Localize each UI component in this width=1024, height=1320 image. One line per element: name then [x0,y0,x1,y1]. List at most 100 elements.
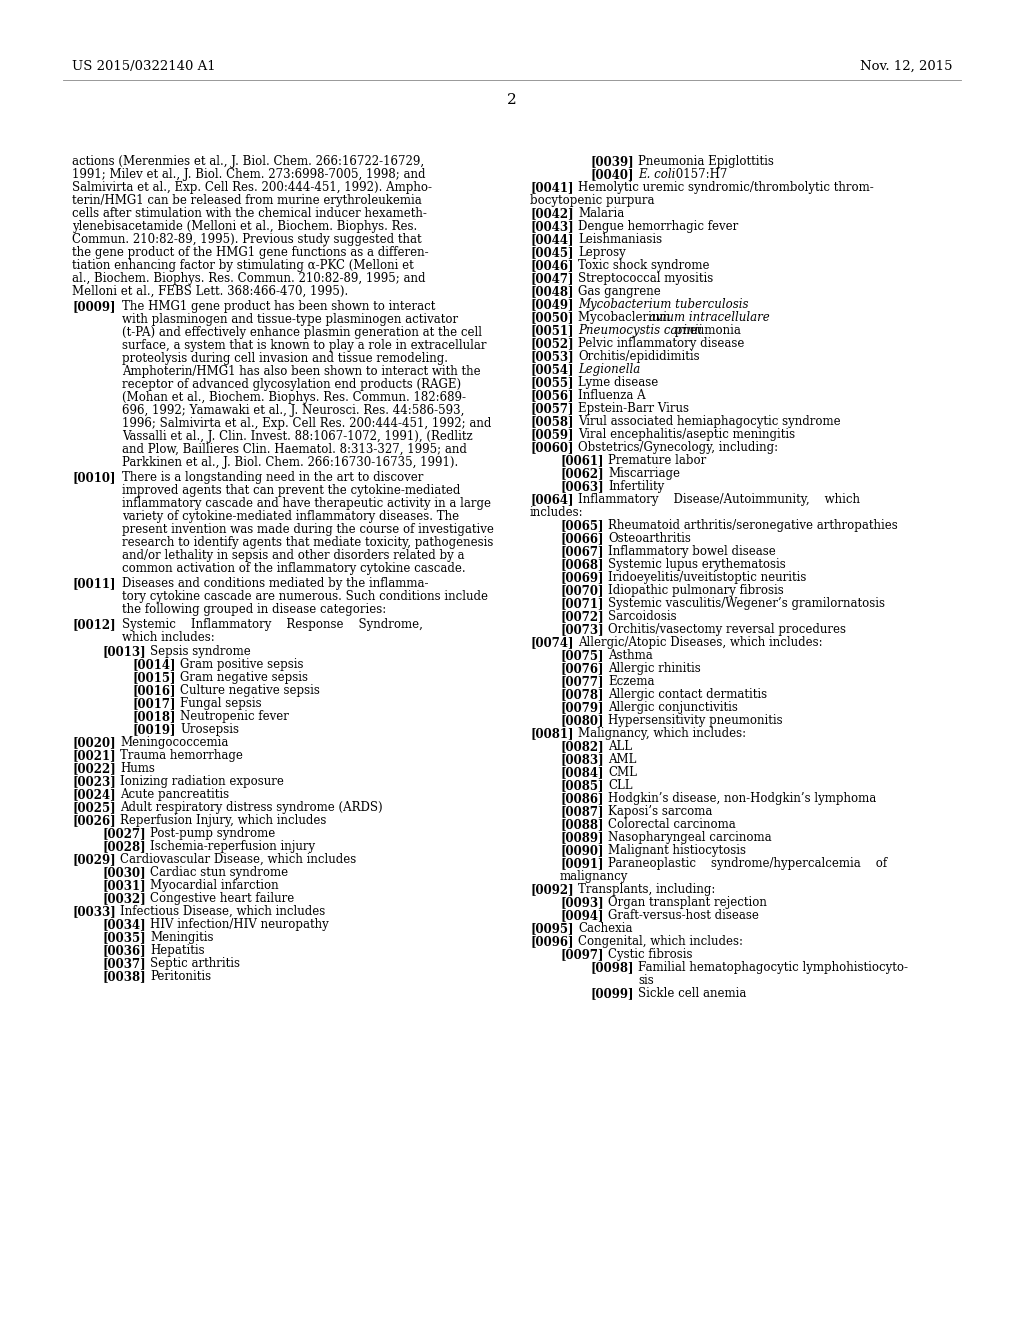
Text: cells after stimulation with the chemical inducer hexameth-: cells after stimulation with the chemica… [72,207,427,220]
Text: Familial hematophagocytic lymphohistiocyto-: Familial hematophagocytic lymphohistiocy… [638,961,908,974]
Text: [0033]: [0033] [72,906,116,917]
Text: Nov. 12, 2015: Nov. 12, 2015 [859,59,952,73]
Text: [0046]: [0046] [530,259,573,272]
Text: [0023]: [0023] [72,775,116,788]
Text: [0021]: [0021] [72,748,116,762]
Text: Virul associated hemiaphagocytic syndrome: Virul associated hemiaphagocytic syndrom… [578,414,841,428]
Text: [0031]: [0031] [102,879,145,892]
Text: Allergic contact dermatitis: Allergic contact dermatitis [608,688,767,701]
Text: [0057]: [0057] [530,403,573,414]
Text: Amphoterin/HMG1 has also been shown to interact with the: Amphoterin/HMG1 has also been shown to i… [122,366,480,378]
Text: Salmivirta et al., Exp. Cell Res. 200:444-451, 1992). Ampho-: Salmivirta et al., Exp. Cell Res. 200:44… [72,181,432,194]
Text: HIV infection/HIV neuropathy: HIV infection/HIV neuropathy [150,917,329,931]
Text: [0082]: [0082] [560,741,603,752]
Text: [0024]: [0024] [72,788,116,801]
Text: Obstetrics/Gynecology, including:: Obstetrics/Gynecology, including: [578,441,778,454]
Text: receptor of advanced glycosylation end products (RAGE): receptor of advanced glycosylation end p… [122,378,461,391]
Text: inflammatory cascade and have therapeutic activity in a large: inflammatory cascade and have therapeuti… [122,498,490,510]
Text: Nasopharyngeal carcinoma: Nasopharyngeal carcinoma [608,832,772,843]
Text: Eczema: Eczema [608,675,654,688]
Text: [0030]: [0030] [102,866,145,879]
Text: and Plow, Baillieres Clin. Haematol. 8:313-327, 1995; and: and Plow, Baillieres Clin. Haematol. 8:3… [122,444,467,455]
Text: Diseases and conditions mediated by the inflamma-: Diseases and conditions mediated by the … [122,577,428,590]
Text: Toxic shock syndrome: Toxic shock syndrome [578,259,710,272]
Text: [0034]: [0034] [102,917,145,931]
Text: [0084]: [0084] [560,766,603,779]
Text: [0038]: [0038] [102,970,145,983]
Text: Asthma: Asthma [608,649,652,663]
Text: [0086]: [0086] [560,792,603,805]
Text: research to identify agents that mediate toxicity, pathogenesis: research to identify agents that mediate… [122,536,494,549]
Text: includes:: includes: [530,506,584,519]
Text: AML: AML [608,752,636,766]
Text: [0052]: [0052] [530,337,573,350]
Text: [0018]: [0018] [132,710,175,723]
Text: Ischemia-reperfusion injury: Ischemia-reperfusion injury [150,840,315,853]
Text: [0029]: [0029] [72,853,116,866]
Text: terin/HMG1 can be released from murine erythroleukemia: terin/HMG1 can be released from murine e… [72,194,422,207]
Text: [0067]: [0067] [560,545,603,558]
Text: Hypersensitivity pneumonitis: Hypersensitivity pneumonitis [608,714,782,727]
Text: [0055]: [0055] [530,376,573,389]
Text: Acute pancreatitis: Acute pancreatitis [120,788,229,801]
Text: Mycobacterium tuberculosis: Mycobacterium tuberculosis [578,298,749,312]
Text: [0042]: [0042] [530,207,573,220]
Text: US 2015/0322140 A1: US 2015/0322140 A1 [72,59,216,73]
Text: [0041]: [0041] [530,181,573,194]
Text: 2: 2 [507,92,517,107]
Text: [0069]: [0069] [560,572,603,583]
Text: Mycobaclerium: Mycobaclerium [578,312,674,323]
Text: [0088]: [0088] [560,818,603,832]
Text: [0077]: [0077] [560,675,603,688]
Text: present invention was made during the course of investigative: present invention was made during the co… [122,523,494,536]
Text: which includes:: which includes: [122,631,215,644]
Text: [0089]: [0089] [560,832,603,843]
Text: [0081]: [0081] [530,727,573,741]
Text: [0051]: [0051] [530,323,573,337]
Text: Melloni et al., FEBS Lett. 368:466-470, 1995).: Melloni et al., FEBS Lett. 368:466-470, … [72,285,348,298]
Text: Allergic conjunctivitis: Allergic conjunctivitis [608,701,738,714]
Text: [0060]: [0060] [530,441,573,454]
Text: Allergic/Atopic Diseases, which includes:: Allergic/Atopic Diseases, which includes… [578,636,822,649]
Text: Cardiovascular Disease, which includes: Cardiovascular Disease, which includes [120,853,356,866]
Text: Peritonitis: Peritonitis [150,970,211,983]
Text: Dengue hemorrhagic fever: Dengue hemorrhagic fever [578,220,738,234]
Text: [0061]: [0061] [560,454,603,467]
Text: [0076]: [0076] [560,663,603,675]
Text: [0093]: [0093] [560,896,603,909]
Text: Gas gangrene: Gas gangrene [578,285,660,298]
Text: Ionizing radiation exposure: Ionizing radiation exposure [120,775,284,788]
Text: [0037]: [0037] [102,957,145,970]
Text: [0092]: [0092] [530,883,573,896]
Text: [0066]: [0066] [560,532,603,545]
Text: Sepsis syndrome: Sepsis syndrome [150,645,251,657]
Text: the following grouped in disease categories:: the following grouped in disease categor… [122,603,386,616]
Text: [0070]: [0070] [560,583,603,597]
Text: Hums: Hums [120,762,155,775]
Text: 0157:H7: 0157:H7 [673,168,728,181]
Text: Colorectal carcinoma: Colorectal carcinoma [608,818,736,832]
Text: Infertility: Infertility [608,480,665,492]
Text: [0011]: [0011] [72,577,116,590]
Text: (t-PA) and effectively enhance plasmin generation at the cell: (t-PA) and effectively enhance plasmin g… [122,326,482,339]
Text: [0035]: [0035] [102,931,145,944]
Text: [0049]: [0049] [530,298,573,312]
Text: Graft-versus-host disease: Graft-versus-host disease [608,909,759,921]
Text: [0039]: [0039] [590,154,634,168]
Text: Epstein-Barr Virus: Epstein-Barr Virus [578,403,689,414]
Text: [0065]: [0065] [560,519,603,532]
Text: [0016]: [0016] [132,684,175,697]
Text: [0012]: [0012] [72,618,116,631]
Text: Hemolytic uremic syndromic/thrombolytic throm-: Hemolytic uremic syndromic/thrombolytic … [578,181,873,194]
Text: [0059]: [0059] [530,428,573,441]
Text: Streptococcal myositis: Streptococcal myositis [578,272,714,285]
Text: [0032]: [0032] [102,892,145,906]
Text: Meningococcemia: Meningococcemia [120,737,228,748]
Text: [0015]: [0015] [132,671,175,684]
Text: [0048]: [0048] [530,285,573,298]
Text: Hepatitis: Hepatitis [150,944,205,957]
Text: [0010]: [0010] [72,471,116,484]
Text: Osteoarthritis: Osteoarthritis [608,532,691,545]
Text: Orchitis/epididimitis: Orchitis/epididimitis [578,350,699,363]
Text: Influenza A: Influenza A [578,389,645,403]
